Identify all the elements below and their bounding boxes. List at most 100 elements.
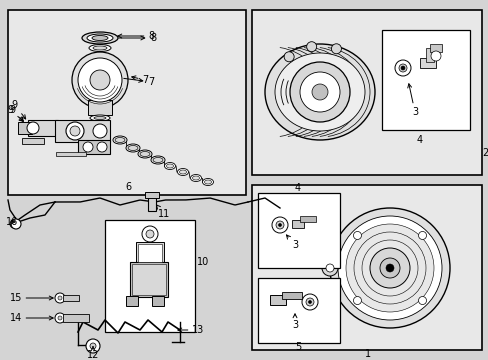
Circle shape xyxy=(321,260,337,276)
Circle shape xyxy=(346,224,433,312)
Text: 15: 15 xyxy=(10,293,53,303)
Text: 6: 6 xyxy=(124,182,131,192)
Ellipse shape xyxy=(89,45,111,51)
Circle shape xyxy=(361,240,417,296)
Circle shape xyxy=(299,72,339,112)
Ellipse shape xyxy=(92,122,108,127)
Circle shape xyxy=(58,296,62,300)
Ellipse shape xyxy=(164,162,175,170)
Bar xyxy=(105,220,195,332)
Circle shape xyxy=(308,301,311,303)
Circle shape xyxy=(353,232,425,304)
Circle shape xyxy=(305,298,313,306)
Ellipse shape xyxy=(128,145,138,150)
Bar xyxy=(136,242,163,264)
Ellipse shape xyxy=(151,156,164,164)
Circle shape xyxy=(93,124,107,138)
Circle shape xyxy=(90,70,110,90)
Bar xyxy=(18,122,32,134)
Circle shape xyxy=(306,42,316,52)
Bar xyxy=(78,140,110,154)
Circle shape xyxy=(90,343,96,349)
Circle shape xyxy=(398,64,406,72)
Circle shape xyxy=(58,316,62,320)
Circle shape xyxy=(70,126,80,136)
Ellipse shape xyxy=(90,115,110,121)
Ellipse shape xyxy=(87,34,113,42)
Bar xyxy=(282,292,302,299)
Text: 13: 13 xyxy=(178,325,204,335)
Circle shape xyxy=(10,220,18,228)
Text: 4: 4 xyxy=(416,135,422,145)
Ellipse shape xyxy=(192,176,199,180)
Ellipse shape xyxy=(92,36,108,40)
Bar xyxy=(88,100,112,115)
Bar xyxy=(291,220,304,228)
Text: 10: 10 xyxy=(197,257,209,267)
Circle shape xyxy=(284,52,294,62)
Text: 3: 3 xyxy=(286,235,298,250)
Bar xyxy=(55,120,110,142)
Circle shape xyxy=(353,231,361,239)
Bar xyxy=(269,295,285,305)
Text: 8: 8 xyxy=(118,31,154,41)
Text: 11: 11 xyxy=(156,205,170,219)
Ellipse shape xyxy=(93,46,107,50)
Bar xyxy=(148,193,156,211)
Bar xyxy=(145,192,159,198)
Ellipse shape xyxy=(138,150,152,158)
Circle shape xyxy=(379,258,399,278)
Circle shape xyxy=(329,208,449,328)
Circle shape xyxy=(142,226,158,242)
Circle shape xyxy=(385,264,393,272)
Bar xyxy=(258,193,339,268)
Bar xyxy=(138,244,162,262)
Bar xyxy=(63,295,79,301)
Text: 8: 8 xyxy=(119,33,156,43)
Circle shape xyxy=(27,122,39,134)
Circle shape xyxy=(72,52,128,108)
Text: 3: 3 xyxy=(291,314,298,330)
Circle shape xyxy=(271,217,287,233)
Circle shape xyxy=(311,84,327,100)
Circle shape xyxy=(400,66,404,70)
Bar xyxy=(299,216,315,222)
Bar xyxy=(381,30,469,130)
Circle shape xyxy=(325,264,333,272)
Text: 9: 9 xyxy=(8,105,23,121)
Circle shape xyxy=(83,142,93,152)
Bar xyxy=(126,296,138,306)
Text: 5: 5 xyxy=(294,342,301,352)
Circle shape xyxy=(78,58,122,102)
Circle shape xyxy=(302,294,317,310)
Ellipse shape xyxy=(153,158,163,162)
Ellipse shape xyxy=(274,53,364,131)
Ellipse shape xyxy=(126,144,140,152)
Text: 16: 16 xyxy=(6,217,18,227)
Bar xyxy=(63,314,89,322)
Ellipse shape xyxy=(204,180,211,184)
Ellipse shape xyxy=(177,168,188,175)
Ellipse shape xyxy=(166,164,173,168)
Circle shape xyxy=(275,221,284,229)
Text: 4: 4 xyxy=(294,183,301,193)
Circle shape xyxy=(331,44,341,54)
Circle shape xyxy=(369,248,409,288)
Bar xyxy=(152,296,163,306)
Text: 2: 2 xyxy=(481,148,487,158)
Circle shape xyxy=(55,293,65,303)
Ellipse shape xyxy=(190,175,201,181)
Bar xyxy=(132,264,165,295)
Ellipse shape xyxy=(140,152,150,157)
Circle shape xyxy=(66,122,84,140)
Circle shape xyxy=(418,297,426,305)
Text: 14: 14 xyxy=(10,313,53,323)
Ellipse shape xyxy=(113,136,127,144)
Circle shape xyxy=(278,224,281,226)
Text: 9: 9 xyxy=(12,100,25,119)
Ellipse shape xyxy=(202,179,213,185)
Circle shape xyxy=(353,297,361,305)
Ellipse shape xyxy=(115,138,125,143)
Circle shape xyxy=(146,230,154,238)
Circle shape xyxy=(86,339,100,353)
